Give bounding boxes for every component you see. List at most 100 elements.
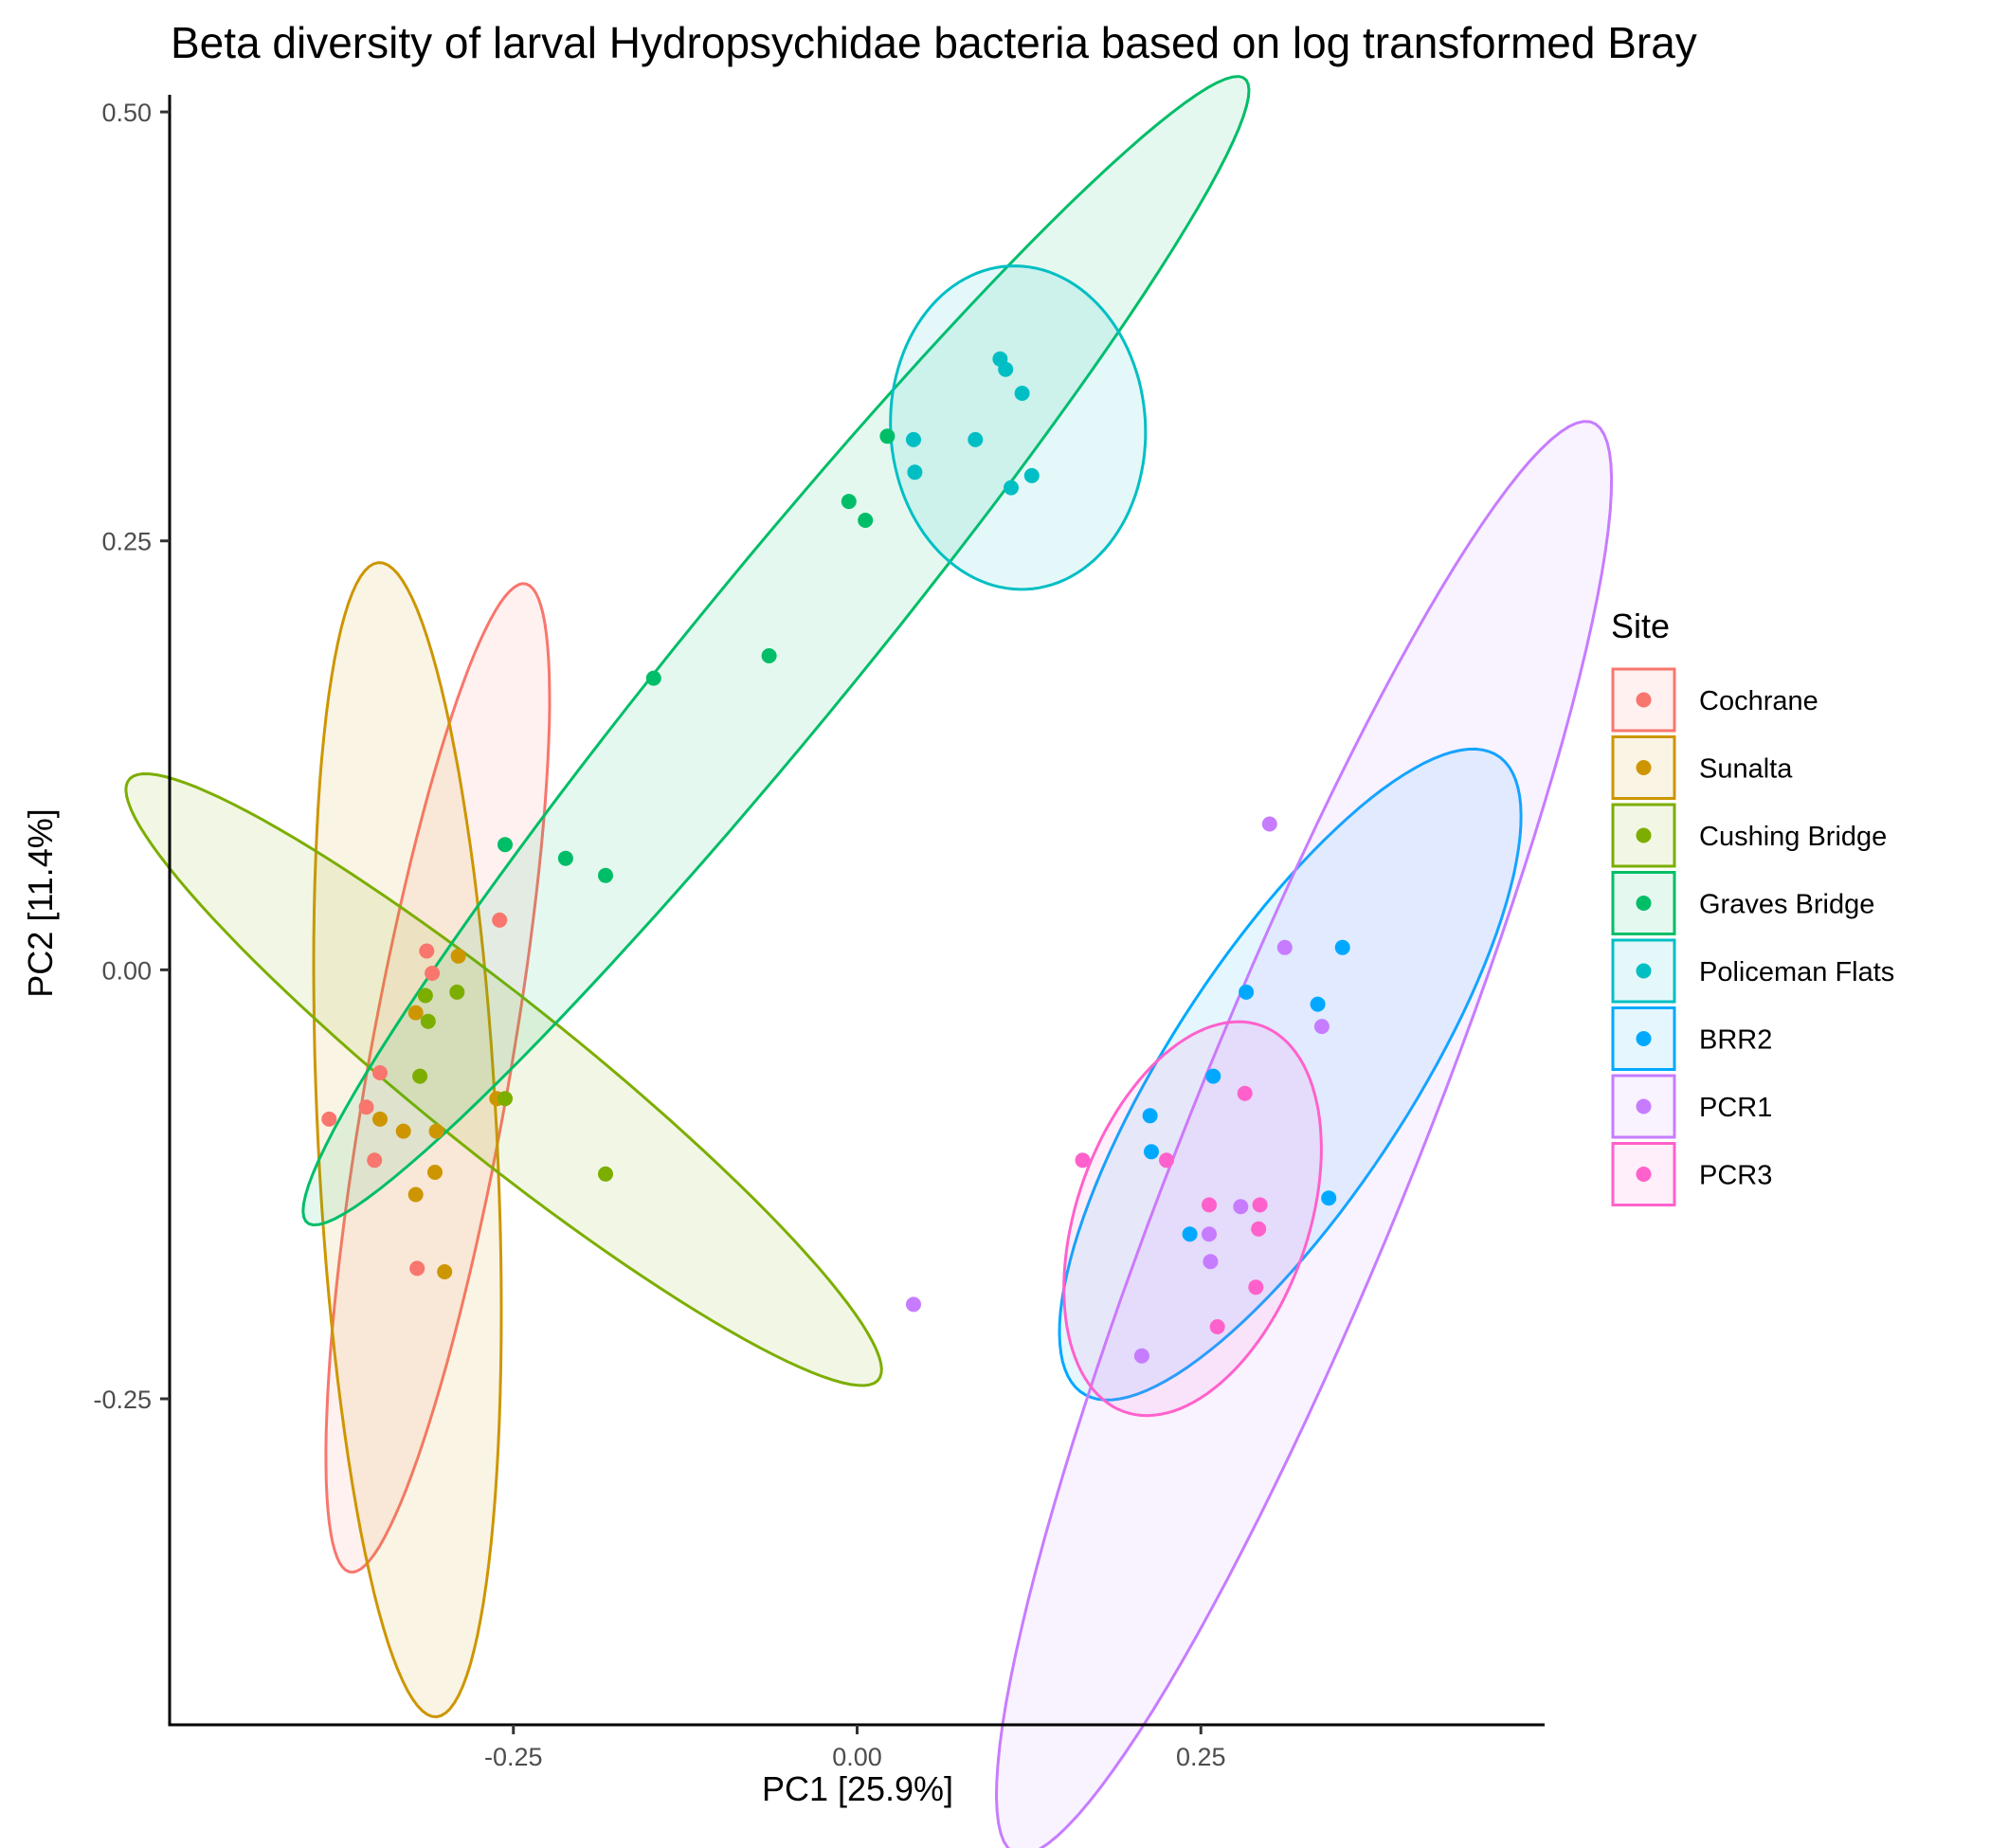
legend-key-dot <box>1636 1167 1652 1182</box>
x-tick-label: -0.25 <box>484 1743 543 1771</box>
legend: Cochrane Sunalta Cushing Bridge Graves Brid… <box>1611 667 1894 1206</box>
point-policeman-flats-7 <box>1004 480 1019 496</box>
y-tick-label: 0.00 <box>101 956 152 985</box>
point-brr2-6 <box>1310 996 1326 1012</box>
point-cushing-bridge-5 <box>498 1091 513 1107</box>
y-tick-label: 0.50 <box>101 99 152 127</box>
point-cushing-bridge-3 <box>412 1068 428 1084</box>
legend-key <box>1611 1074 1676 1139</box>
point-brr2-1 <box>1142 1108 1158 1124</box>
ellipse-cochrane <box>324 582 552 1574</box>
point-policeman-flats-2 <box>907 464 923 480</box>
legend-item-cochrane: Cochrane <box>1611 667 1818 733</box>
point-pcr3-3 <box>1237 1085 1253 1101</box>
legend-label: Policeman Flats <box>1699 957 1894 987</box>
legend-item-cushing-bridge: Cushing Bridge <box>1611 803 1887 868</box>
point-cochrane-1 <box>321 1111 337 1127</box>
point-cochrane-2 <box>358 1099 374 1115</box>
legend-label: Cushing Bridge <box>1699 822 1887 852</box>
point-pcr3-7 <box>1248 1279 1264 1295</box>
ellipse-pcr1 <box>994 420 1614 1848</box>
point-brr2-4 <box>1182 1226 1198 1242</box>
point-brr2-2 <box>1144 1144 1159 1160</box>
point-graves-bridge-5 <box>761 648 777 663</box>
ellipse-policeman-flats <box>889 264 1148 591</box>
legend-key-dot <box>1636 1098 1652 1114</box>
point-pcr1-6 <box>1202 1226 1217 1242</box>
point-pcr3-5 <box>1252 1197 1268 1213</box>
legend-item-pcr1: PCR1 <box>1611 1074 1772 1139</box>
axis-ticks: -0.25 0.00 0.25 -0.25 0.00 0.25 0.50 <box>93 99 1225 1771</box>
y-tick-label: 0.25 <box>101 528 152 556</box>
point-cochrane-7 <box>425 966 441 981</box>
point-pcr3-4 <box>1202 1197 1217 1213</box>
point-pcr3-1 <box>1075 1152 1091 1169</box>
point-graves-bridge-6 <box>841 494 857 510</box>
point-policeman-flats-5 <box>998 361 1014 377</box>
legend-item-pcr3: PCR3 <box>1611 1142 1772 1206</box>
point-sunalta-1 <box>372 1111 388 1127</box>
ellipse-cushing-bridge <box>124 771 883 1387</box>
point-cushing-bridge-2 <box>420 1013 436 1029</box>
ellipse-graves-bridge <box>301 75 1251 1227</box>
ellipse-pcr3 <box>1062 1020 1323 1418</box>
point-policeman-flats-6 <box>1014 386 1030 401</box>
point-brr2-3 <box>1205 1068 1221 1084</box>
point-policeman-flats-1 <box>906 431 921 447</box>
point-sunalta-8 <box>450 948 466 964</box>
point-sunalta-7 <box>437 1264 453 1279</box>
point-pcr1-8 <box>1133 1348 1149 1364</box>
ellipse-brr2 <box>1058 747 1523 1402</box>
point-cushing-bridge-6 <box>598 1166 613 1182</box>
point-cochrane-3 <box>372 1065 388 1080</box>
point-sunalta-2 <box>407 1005 424 1021</box>
point-policeman-flats-3 <box>968 431 984 447</box>
y-tick-label: -0.25 <box>93 1386 152 1414</box>
point-graves-bridge-4 <box>645 670 661 686</box>
point-pcr1-3 <box>1276 939 1293 955</box>
legend-item-policeman-flats: Policeman Flats <box>1611 938 1894 1004</box>
legend-title: Site <box>1611 607 1670 645</box>
ellipse-sunalta <box>312 561 503 1719</box>
legend-key-dot <box>1636 827 1652 843</box>
point-pcr1-1 <box>906 1296 921 1313</box>
legend-label: BRR2 <box>1699 1025 1772 1056</box>
point-brr2-7 <box>1334 939 1350 955</box>
legend-key-dot <box>1636 1031 1652 1046</box>
confidence-ellipses <box>124 75 1614 1848</box>
legend-key-dot <box>1636 963 1652 979</box>
legend-item-sunalta: Sunalta <box>1611 735 1793 800</box>
point-brr2-8 <box>1321 1190 1337 1206</box>
point-sunalta-5 <box>395 1123 411 1139</box>
point-pcr1-5 <box>1203 1254 1219 1270</box>
legend-key-dot <box>1636 760 1652 775</box>
point-graves-bridge-7 <box>858 513 874 528</box>
point-policeman-flats-8 <box>1023 467 1040 483</box>
point-pcr1-2 <box>1261 816 1277 832</box>
point-pcr1-4 <box>1313 1019 1330 1035</box>
legend-key-dot <box>1636 896 1652 911</box>
x-axis-title: PC1 [25.9%] <box>762 1769 953 1808</box>
x-tick-label: 0.00 <box>832 1743 882 1771</box>
legend-key-dot <box>1636 692 1652 708</box>
data-points <box>321 351 1350 1364</box>
legend-item-brr2: BRR2 <box>1611 1006 1772 1071</box>
point-pcr1-7 <box>1233 1199 1249 1215</box>
legend-label: Graves Bridge <box>1699 890 1874 920</box>
legend-label: PCR3 <box>1699 1161 1772 1191</box>
point-graves-bridge-1 <box>498 837 513 853</box>
legend-key <box>1611 803 1676 868</box>
legend-label: Sunalta <box>1699 754 1793 785</box>
point-cochrane-8 <box>492 912 508 928</box>
point-cochrane-6 <box>419 943 435 959</box>
point-graves-bridge-3 <box>598 867 613 883</box>
legend-label: Cochrane <box>1699 686 1818 716</box>
point-pcr3-2 <box>1159 1152 1174 1169</box>
point-pcr3-8 <box>1209 1319 1225 1334</box>
y-axis-title: PC2 [11.4%] <box>21 808 60 997</box>
point-sunalta-4 <box>427 1165 443 1180</box>
point-sunalta-6 <box>407 1187 424 1203</box>
point-brr2-5 <box>1239 984 1255 1000</box>
point-pcr3-6 <box>1251 1221 1267 1237</box>
